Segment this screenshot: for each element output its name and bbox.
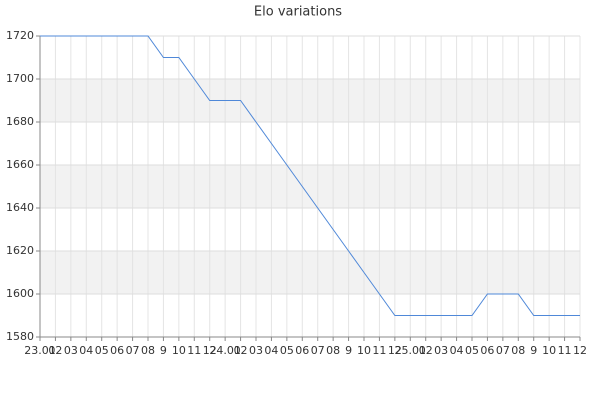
x-tick-label: 05 [95,344,109,357]
x-tick-label: 11 [372,344,386,357]
x-tick-label: 24.01 [209,344,241,357]
x-tick-label: 08 [511,344,525,357]
x-tick-label: 06 [480,344,494,357]
x-tick-label: 03 [434,344,448,357]
x-tick-label: 06 [110,344,124,357]
x-tick-label: 07 [126,344,140,357]
y-tick-label: 1720 [6,29,34,42]
x-tick-label: 08 [326,344,340,357]
x-tick-label: 02 [419,344,433,357]
x-tick-label: 10 [172,344,186,357]
x-tick-label: 23.01 [24,344,56,357]
x-tick-label: 10 [542,344,556,357]
x-tick-label: 03 [249,344,263,357]
x-tick-label: 12 [388,344,402,357]
x-tick-label: 04 [450,344,464,357]
x-tick-label: 9 [160,344,167,357]
x-tick-label: 9 [345,344,352,357]
y-tick-label: 1640 [6,201,34,214]
x-tick-label: 04 [79,344,93,357]
y-tick-label: 1580 [6,330,34,343]
x-tick-label: 08 [141,344,155,357]
x-tick-label: 05 [465,344,479,357]
grid-band [40,79,580,122]
y-tick-label: 1700 [6,72,34,85]
grid-band [40,251,580,294]
x-tick-label: 05 [280,344,294,357]
y-tick-label: 1600 [6,287,34,300]
chart-title: Elo variations [254,5,342,20]
x-tick-label: 9 [530,344,537,357]
x-tick-label: 03 [64,344,78,357]
x-tick-label: 12 [203,344,217,357]
x-tick-label: 02 [234,344,248,357]
x-tick-label: 06 [295,344,309,357]
x-tick-label: 07 [311,344,325,357]
y-tick-label: 1660 [6,158,34,171]
x-tick-label: 11 [187,344,201,357]
grid-band [40,165,580,208]
y-tick-label: 1680 [6,115,34,128]
x-tick-label: 07 [496,344,510,357]
x-tick-label: 02 [48,344,62,357]
y-tick-label: 1620 [6,244,34,257]
x-tick-label: 04 [264,344,278,357]
x-tick-label: 10 [357,344,371,357]
x-tick-label: 11 [558,344,572,357]
x-tick-label: 12 [573,344,587,357]
x-tick-label: 25.01 [395,344,427,357]
line [40,35,580,316]
